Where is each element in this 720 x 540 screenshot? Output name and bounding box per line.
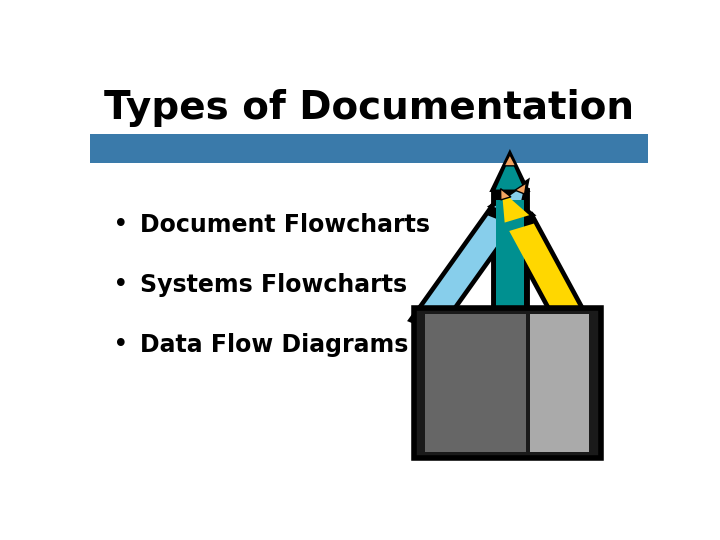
Polygon shape	[495, 200, 524, 320]
Polygon shape	[492, 183, 526, 217]
Polygon shape	[419, 215, 511, 321]
Polygon shape	[503, 214, 592, 335]
Polygon shape	[500, 188, 511, 200]
Text: Systems Flowcharts: Systems Flowcharts	[140, 273, 408, 297]
Polygon shape	[500, 188, 531, 223]
Bar	[425, 314, 526, 452]
Bar	[413, 308, 600, 458]
Text: •: •	[113, 272, 128, 298]
Polygon shape	[515, 183, 526, 194]
Polygon shape	[411, 206, 520, 331]
Polygon shape	[504, 154, 516, 166]
Text: •: •	[113, 333, 128, 359]
Bar	[413, 308, 600, 458]
Text: Document Flowcharts: Document Flowcharts	[140, 213, 431, 237]
Polygon shape	[493, 190, 526, 331]
Bar	[529, 314, 590, 452]
Bar	[90, 134, 648, 163]
Text: Data Flow Diagrams: Data Flow Diagrams	[140, 334, 408, 357]
Polygon shape	[493, 154, 526, 190]
Text: Types of Documentation: Types of Documentation	[104, 90, 634, 127]
Polygon shape	[494, 185, 525, 217]
Polygon shape	[509, 224, 585, 326]
Text: •: •	[113, 212, 128, 238]
Polygon shape	[502, 191, 529, 222]
Polygon shape	[495, 157, 524, 190]
